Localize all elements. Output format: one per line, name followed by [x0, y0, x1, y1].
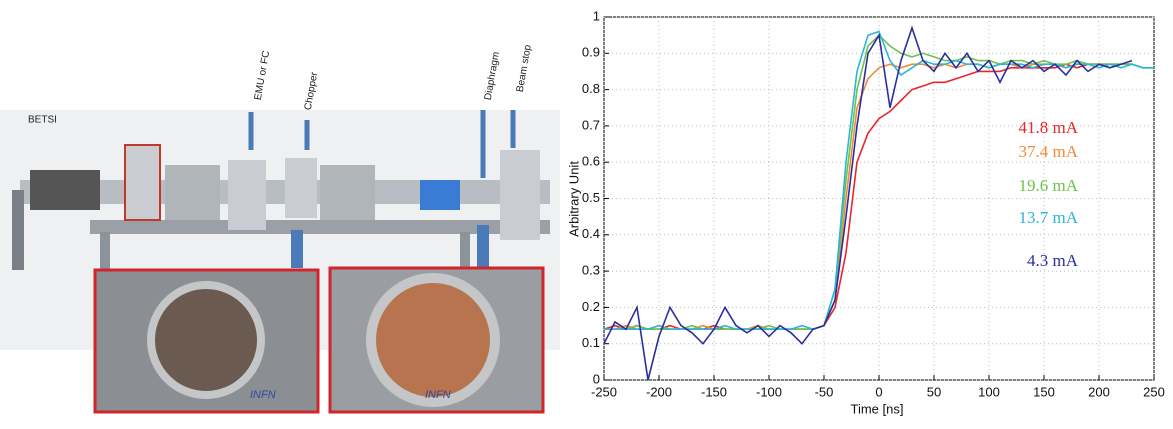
- copper-disk: [366, 273, 500, 407]
- chamber: [124, 144, 161, 221]
- legend-label: 41.8 mA: [1019, 118, 1079, 137]
- label: EMU or FC: [253, 50, 273, 101]
- pipe: [12, 190, 24, 270]
- label: Diaphragm: [483, 51, 502, 101]
- logo: INFN: [250, 389, 276, 401]
- arrows-up: [291, 225, 489, 268]
- frame: [90, 220, 550, 234]
- x-tick-label: 50: [927, 384, 941, 399]
- x-tick-label: 200: [1088, 384, 1110, 399]
- apparatus: BETSI EMU or FC Chopper Diaphragm Beam s…: [0, 44, 560, 414]
- y-tick-label: 0.5: [582, 190, 600, 205]
- label: BETSI: [28, 115, 57, 126]
- x-axis-title: Time [ns]: [851, 401, 904, 416]
- x-tick-label: 100: [978, 384, 1000, 399]
- x-tick-label: 0: [875, 384, 882, 399]
- x-tick-label: -200: [646, 384, 672, 399]
- x-tick-label: -150: [701, 384, 727, 399]
- y-tick-label: 1: [593, 8, 600, 23]
- y-tick-label: 0: [593, 371, 600, 386]
- x-tick-label: 250: [1143, 384, 1165, 399]
- y-axis-title: Arbitrary Unit: [566, 161, 581, 237]
- legend-label: 19.6 mA: [1019, 176, 1079, 195]
- x-tick-label: -50: [815, 384, 834, 399]
- source: [30, 170, 100, 210]
- series-line: [604, 30, 1154, 331]
- y-tick-label: 0.2: [582, 299, 600, 314]
- magnet: [320, 165, 375, 220]
- label: Chopper: [303, 71, 321, 111]
- x-tick-label: 150: [1033, 384, 1055, 399]
- beam-stop: [500, 150, 540, 240]
- y-tick-label: 0.9: [582, 45, 600, 60]
- arrows: [248, 110, 516, 178]
- y-tick-label: 0.6: [582, 154, 600, 169]
- logo: INFN: [425, 389, 451, 401]
- legend-label: 37.4 mA: [1019, 142, 1079, 161]
- emu: [228, 160, 266, 230]
- y-tick-label: 0.4: [582, 226, 600, 241]
- label: Beam stop: [515, 44, 534, 93]
- series-line: [603, 25, 1133, 381]
- diaphragm: [420, 180, 460, 210]
- flange: [147, 281, 265, 399]
- legend-label: 4.3 mA: [1027, 251, 1079, 270]
- magnet: [165, 165, 220, 220]
- chopper: [285, 158, 317, 218]
- x-tick-label: -250: [591, 384, 617, 399]
- y-tick-label: 0.8: [582, 81, 600, 96]
- y-tick-label: 0.3: [582, 263, 600, 278]
- x-tick-label: -100: [756, 384, 782, 399]
- legend-label: 13.7 mA: [1019, 208, 1079, 227]
- y-tick-label: 0.7: [582, 117, 600, 132]
- y-tick-label: 0.1: [582, 335, 600, 350]
